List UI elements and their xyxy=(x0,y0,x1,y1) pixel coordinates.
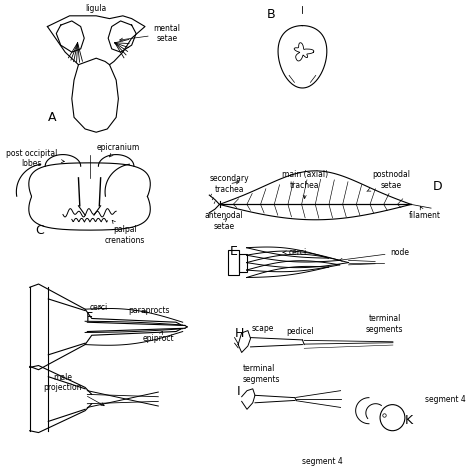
Text: D: D xyxy=(433,180,443,193)
Text: main (axial)
trachea: main (axial) trachea xyxy=(282,171,328,199)
Text: ligula: ligula xyxy=(86,4,107,13)
Text: postnodal
setae: postnodal setae xyxy=(367,171,410,191)
Text: pedicel: pedicel xyxy=(286,327,314,336)
Text: antenodal
setae: antenodal setae xyxy=(205,211,243,231)
Text: A: A xyxy=(47,111,56,124)
Text: secondary
trachea: secondary trachea xyxy=(210,174,249,193)
Text: segment 4: segment 4 xyxy=(425,394,466,403)
Text: mental
setae: mental setae xyxy=(119,24,181,43)
Text: node: node xyxy=(339,248,410,261)
Text: H: H xyxy=(235,327,244,340)
Text: terminal
segments: terminal segments xyxy=(243,365,280,383)
Text: scape: scape xyxy=(251,324,273,333)
Text: B: B xyxy=(267,9,276,21)
Text: F: F xyxy=(86,311,93,324)
Text: C: C xyxy=(36,224,44,237)
Text: terminal
segments: terminal segments xyxy=(366,314,403,334)
Text: male
projection: male projection xyxy=(44,373,104,406)
Text: epiproct: epiproct xyxy=(143,331,174,344)
Text: post occipital
lobes: post occipital lobes xyxy=(6,149,64,168)
Text: paraprocts: paraprocts xyxy=(128,306,170,315)
Bar xyxy=(228,250,239,275)
Text: I: I xyxy=(237,384,241,398)
Text: E: E xyxy=(230,245,237,258)
Text: filament: filament xyxy=(409,207,440,219)
Text: epicranium: epicranium xyxy=(97,143,140,157)
Text: K: K xyxy=(405,414,413,428)
Text: segment 4: segment 4 xyxy=(302,457,343,466)
Bar xyxy=(239,254,246,272)
Text: palpal
crenations: palpal crenations xyxy=(105,220,145,245)
Text: cerci: cerci xyxy=(283,248,307,257)
Text: cerci: cerci xyxy=(89,303,108,312)
